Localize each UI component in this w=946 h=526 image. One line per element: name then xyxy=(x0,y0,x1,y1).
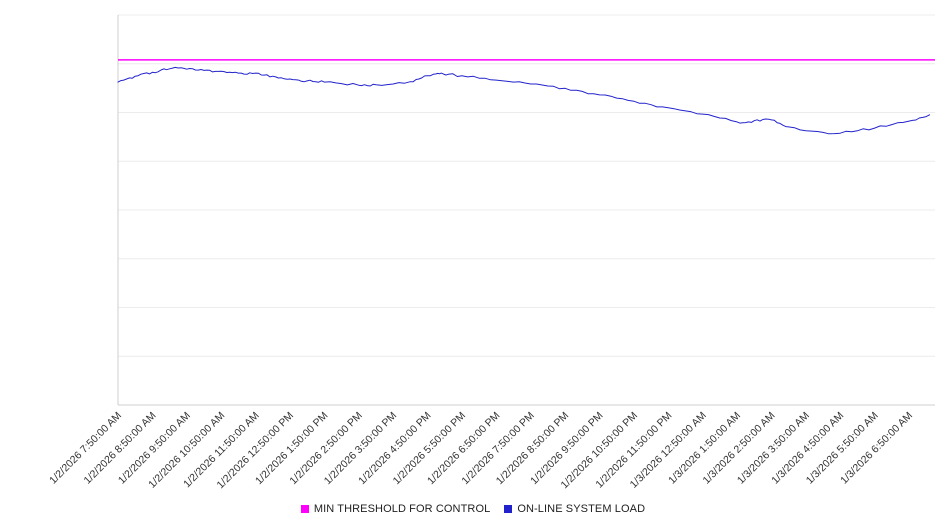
legend-swatch-threshold-icon xyxy=(300,505,309,513)
legend: MIN THRESHOLD FOR CONTROL ON-LINE SYSTEM… xyxy=(0,503,946,515)
legend-item-min-threshold: MIN THRESHOLD FOR CONTROL xyxy=(300,503,491,515)
legend-swatch-system-load-icon xyxy=(504,505,513,513)
legend-label-min-threshold: MIN THRESHOLD FOR CONTROL xyxy=(313,503,491,515)
system-load-line xyxy=(117,66,931,135)
legend-label-system-load: ON-LINE SYSTEM LOAD xyxy=(517,503,646,515)
legend-item-system-load: ON-LINE SYSTEM LOAD xyxy=(504,503,645,515)
